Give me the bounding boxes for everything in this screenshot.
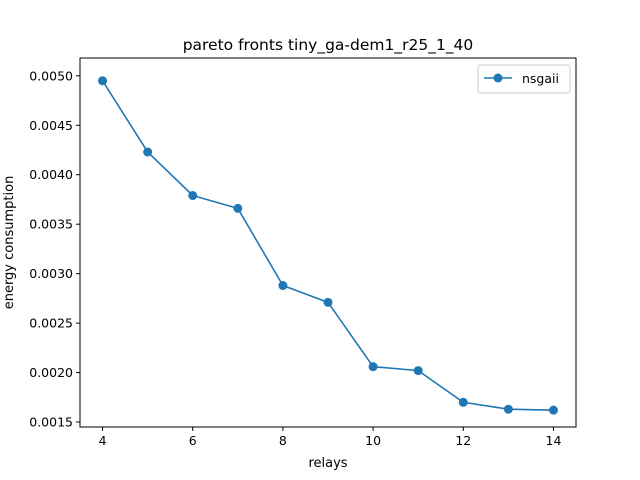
- x-tick-label: 12: [455, 433, 471, 448]
- x-tick-label: 4: [99, 433, 107, 448]
- data-point: [413, 366, 423, 376]
- y-tick-label: 0.0015: [29, 415, 73, 430]
- x-tick-label: 6: [189, 433, 197, 448]
- y-tick-label: 0.0025: [29, 316, 73, 331]
- y-tick-label: 0.0050: [29, 68, 73, 83]
- legend-label-nsgaii: nsgaii: [522, 71, 559, 86]
- y-axis-ticks: 0.0015 0.0020 0.0025 0.0030 0.0035 0.0040 0.00…: [29, 68, 80, 430]
- y-tick-label: 0.0045: [29, 118, 73, 133]
- x-axis-ticks: 4 6 8 10 12 14: [99, 427, 562, 448]
- legend: nsgaii: [477, 64, 571, 94]
- series-layer: [98, 76, 558, 415]
- data-point: [233, 203, 243, 213]
- data-point: [458, 397, 468, 407]
- plot-area: [80, 58, 576, 427]
- x-tick-label: 14: [546, 433, 562, 448]
- y-tick-label: 0.0020: [29, 365, 73, 380]
- data-point: [548, 405, 558, 415]
- data-point: [188, 191, 198, 201]
- chart-title: pareto fronts tiny_ga-dem1_r25_1_40: [183, 36, 474, 55]
- y-tick-label: 0.0030: [29, 266, 73, 281]
- data-point: [278, 281, 288, 291]
- y-tick-label: 0.0035: [29, 217, 73, 232]
- y-axis-label: energy consumption: [2, 176, 17, 310]
- legend-marker-nsgaii: [493, 73, 503, 83]
- data-point: [143, 147, 153, 157]
- data-point: [368, 362, 378, 372]
- data-point: [323, 297, 333, 307]
- data-point: [98, 76, 108, 86]
- data-point: [503, 404, 513, 414]
- y-tick-label: 0.0040: [29, 167, 73, 182]
- x-tick-label: 8: [279, 433, 287, 448]
- legend-box: [477, 64, 571, 94]
- x-axis-label: relays: [308, 456, 347, 471]
- plot-frame: [79, 57, 577, 428]
- x-tick-label: 10: [365, 433, 381, 448]
